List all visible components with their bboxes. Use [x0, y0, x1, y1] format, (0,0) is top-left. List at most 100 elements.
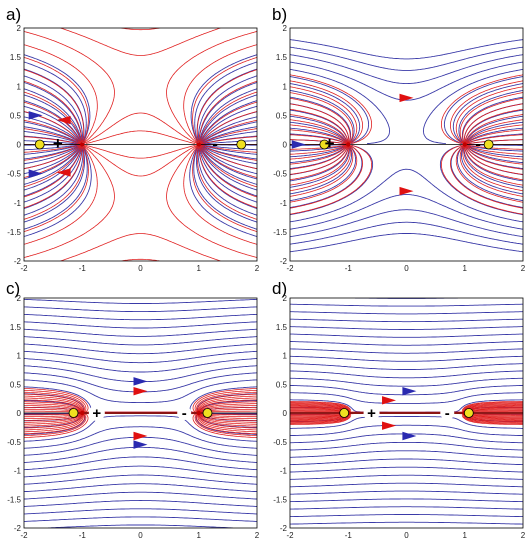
y-tick-label: 1.5	[10, 53, 22, 62]
flow-arrow-icon	[28, 111, 43, 120]
outer-streamline	[290, 348, 523, 354]
inner-streamline	[290, 139, 523, 145]
outer-streamline	[24, 350, 257, 364]
outer-streamline	[290, 221, 523, 245]
panel-3: -2 -1.5 -1 -0.5 0 0.5 1 1.5 2 -2 -1 0 1 2 + -	[7, 294, 260, 540]
y-tick-label: -0.5	[7, 438, 21, 447]
plot-frame	[289, 297, 524, 529]
inner-streamline	[290, 80, 523, 145]
outer-streamline	[290, 514, 523, 518]
outer-streamline	[290, 370, 523, 379]
outer-streamline	[290, 54, 523, 85]
stagnation-point	[319, 139, 330, 150]
inner-streamline	[290, 145, 523, 186]
y-tick-label: -1	[14, 467, 22, 476]
y-tick-label: 1.5	[276, 53, 288, 62]
y-tick-label: -2	[14, 524, 22, 533]
inner-streamline	[290, 144, 523, 209]
y-tick-label: 0.5	[276, 111, 288, 120]
outer-streamline	[290, 474, 523, 480]
y-tick-label: 0.5	[10, 111, 22, 120]
outer-streamline	[24, 144, 257, 165]
inner-streamline	[290, 145, 523, 203]
plus-sign: +	[325, 134, 335, 153]
panel-2: -2 -1.5 -1 -0.5 0 0.5 1 1.5 2 -2 -1 0 1 2 + -	[273, 24, 526, 273]
x-tick-label: 2	[521, 264, 526, 273]
minus-sign: -	[182, 405, 187, 422]
inner-streamline	[24, 69, 257, 143]
outer-streamline	[290, 233, 523, 253]
inner-streamline	[24, 413, 257, 437]
flow-arrow-icon	[28, 169, 43, 178]
outer-streamline	[290, 144, 523, 158]
inner-streamline	[24, 80, 257, 143]
outer-streamline	[24, 474, 257, 485]
sink-marker	[440, 406, 455, 420]
outer-streamline	[24, 313, 257, 321]
outer-streamline	[290, 482, 523, 488]
source-marker	[363, 405, 380, 421]
flow-arrow-icon	[133, 431, 148, 441]
outer-streamline	[24, 146, 257, 223]
stagnation-point	[463, 408, 474, 418]
outer-streamline	[24, 146, 257, 203]
y-tick-label: 1.5	[276, 323, 288, 332]
x-tick-label: 1	[197, 264, 202, 273]
outer-streamline	[290, 521, 523, 525]
outer-streamline	[290, 506, 523, 510]
panel-label: a)	[6, 5, 21, 24]
y-tick-label: 2	[283, 24, 288, 33]
y-tick-label: -1	[280, 467, 288, 476]
y-tick-label: 0.5	[276, 380, 288, 389]
outer-streamline	[48, 524, 233, 528]
inner-streamline	[85, 144, 196, 261]
outer-streamline	[290, 168, 523, 223]
sink-marker	[177, 406, 192, 420]
flow-arrow-icon	[382, 396, 397, 405]
outer-streamline	[290, 145, 523, 202]
inner-streamline	[24, 44, 257, 144]
stagnation-point	[34, 139, 45, 150]
outer-streamline	[290, 144, 523, 216]
inner-streamline	[290, 74, 523, 145]
flow-arrow-icon	[382, 421, 397, 430]
stagnation-point	[236, 139, 247, 150]
outer-streamline	[24, 508, 257, 515]
outer-streamline	[290, 145, 523, 195]
inner-streamline	[85, 28, 196, 145]
y-tick-label: 1	[17, 352, 22, 361]
x-tick-label: 0	[404, 264, 409, 273]
outer-streamline	[24, 61, 257, 143]
x-tick-label: -1	[345, 264, 353, 273]
flow-arrow-icon	[399, 93, 414, 103]
source-marker	[88, 405, 105, 421]
outer-streamline	[24, 491, 257, 500]
singularity-point	[196, 142, 201, 147]
outer-streamline	[24, 321, 257, 329]
inner-streamline	[24, 136, 257, 145]
y-tick-label: -1	[280, 199, 288, 208]
outer-streamline	[24, 426, 257, 449]
outer-streamline	[290, 194, 523, 230]
y-tick-label: 2	[17, 294, 22, 303]
inner-streamline	[290, 144, 523, 215]
y-tick-label: -0.5	[273, 170, 287, 179]
inner-streamline	[24, 146, 257, 232]
panel-1: -2 -1.5 -1 -0.5 0 0.5 1 1.5 2 -2 -1 0 1 2 + -	[7, 24, 260, 273]
outer-streamline	[290, 144, 523, 164]
flow-arrow-icon	[133, 377, 148, 386]
y-tick-label: -1.5	[273, 228, 287, 237]
inner-streamline	[24, 145, 257, 245]
outer-streamline	[290, 377, 523, 387]
y-tick-label: 0	[283, 141, 288, 150]
plot-frame	[289, 27, 524, 262]
y-tick-label: 0	[283, 409, 288, 418]
inner-streamline	[24, 401, 257, 413]
outer-streamline	[290, 318, 523, 323]
outer-streamline	[24, 146, 257, 238]
outer-streamline	[290, 341, 523, 346]
outer-streamline	[290, 466, 523, 473]
y-tick-label: 2	[17, 24, 22, 33]
outer-streamline	[24, 372, 257, 393]
